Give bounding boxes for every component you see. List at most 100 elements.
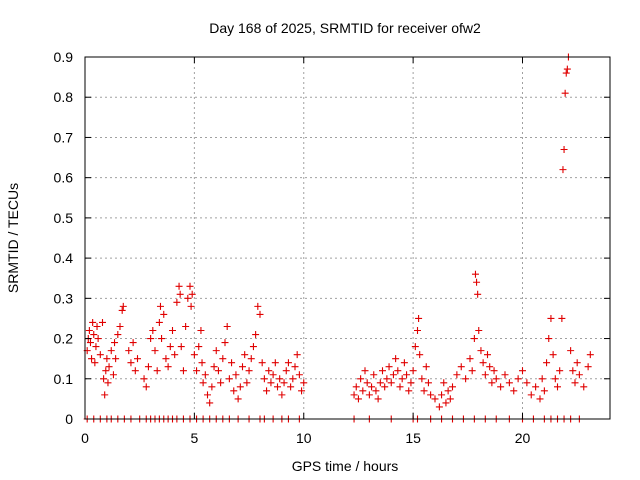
- data-point: [104, 379, 112, 387]
- data-point: [86, 339, 94, 347]
- data-point: [247, 355, 255, 363]
- data-point: [114, 331, 122, 339]
- data-point: [385, 363, 393, 371]
- data-point: [198, 359, 206, 367]
- data-point: [365, 391, 373, 399]
- data-point: [519, 367, 526, 375]
- data-point: [372, 387, 380, 395]
- data-point: [230, 387, 238, 395]
- data-point: [422, 363, 430, 371]
- y-axis-title: SRMTID / TECUs: [5, 183, 21, 293]
- data-point: [221, 339, 229, 347]
- data-point: [208, 383, 216, 391]
- data-point: [109, 371, 117, 379]
- data-point: [427, 391, 435, 399]
- data-point: [105, 363, 113, 371]
- data-point: [156, 302, 164, 310]
- data-point: [435, 403, 443, 411]
- data-point: [474, 290, 482, 298]
- data-point: [236, 383, 244, 391]
- data-point: [219, 355, 227, 363]
- data-point: [381, 383, 389, 391]
- data-point: [204, 391, 211, 399]
- x-tick-label: 10: [296, 430, 312, 446]
- data-point: [440, 379, 448, 387]
- data-point: [280, 379, 288, 387]
- x-tick-label: 20: [515, 430, 531, 446]
- data-point: [352, 383, 360, 391]
- data-point: [387, 379, 395, 387]
- data-point: [92, 343, 100, 351]
- data-point: [475, 327, 483, 335]
- data-point: [471, 270, 479, 278]
- data-point: [245, 367, 253, 375]
- data-point: [274, 383, 281, 391]
- y-tick-label: 0.9: [54, 49, 74, 65]
- data-point: [142, 383, 150, 391]
- data-point: [164, 363, 172, 371]
- data-point: [267, 379, 275, 387]
- data-point: [201, 371, 209, 379]
- data-point: [96, 351, 104, 359]
- data-point: [477, 347, 485, 355]
- data-point: [162, 355, 170, 363]
- y-tick-label: 0: [65, 411, 73, 427]
- y-tick-labels: 0 0.1 0.2 0.3 0.4 0.5 0.6 0.7 0.8 0.9: [54, 49, 74, 427]
- data-point: [149, 327, 157, 335]
- data-point: [210, 363, 218, 371]
- data-point: [131, 367, 139, 375]
- data-point: [532, 383, 540, 391]
- data-point: [383, 375, 391, 383]
- data-point: [431, 395, 439, 403]
- data-point: [91, 359, 99, 367]
- data-point: [271, 359, 279, 367]
- data-point: [298, 387, 306, 395]
- data-point: [438, 391, 446, 399]
- data-point: [551, 375, 559, 383]
- data-point: [232, 371, 240, 379]
- data-point: [225, 375, 233, 383]
- data-point: [125, 347, 133, 355]
- data-point: [479, 359, 487, 367]
- data-point: [543, 359, 551, 367]
- data-point: [289, 375, 297, 383]
- data-point: [214, 367, 222, 375]
- data-point: [176, 290, 184, 298]
- data-point: [249, 343, 257, 351]
- x-tick-label: 5: [190, 430, 198, 446]
- data-point: [282, 367, 290, 375]
- data-point: [389, 371, 397, 379]
- data-point: [88, 355, 96, 363]
- data-point: [99, 318, 106, 326]
- data-point: [116, 322, 124, 330]
- data-point: [252, 331, 260, 339]
- data-point: [488, 379, 496, 387]
- plot-frame: [84, 56, 611, 420]
- y-tick-label: 0.7: [54, 129, 74, 145]
- data-point: [392, 355, 400, 363]
- y-tick-label: 0.1: [54, 371, 74, 387]
- data-point: [444, 387, 452, 395]
- x-tick-label: 0: [81, 430, 89, 446]
- data-point: [569, 367, 577, 375]
- data-point: [560, 146, 568, 154]
- data-point: [278, 391, 286, 399]
- data-point: [510, 387, 518, 395]
- data-point: [357, 375, 365, 383]
- data-point: [169, 327, 176, 335]
- data-point: [545, 335, 553, 343]
- data-point: [470, 335, 478, 343]
- data-point: [549, 351, 557, 359]
- data-point: [206, 399, 214, 407]
- data-point: [223, 322, 231, 330]
- data-point: [415, 314, 423, 322]
- data-point: [407, 379, 415, 387]
- data-point: [263, 387, 271, 395]
- data-point: [457, 363, 465, 371]
- data-point: [370, 371, 378, 379]
- data-point: [466, 355, 474, 363]
- data-point: [265, 367, 273, 375]
- data-point: [527, 391, 535, 399]
- data-point: [580, 383, 588, 391]
- data-point: [492, 375, 500, 383]
